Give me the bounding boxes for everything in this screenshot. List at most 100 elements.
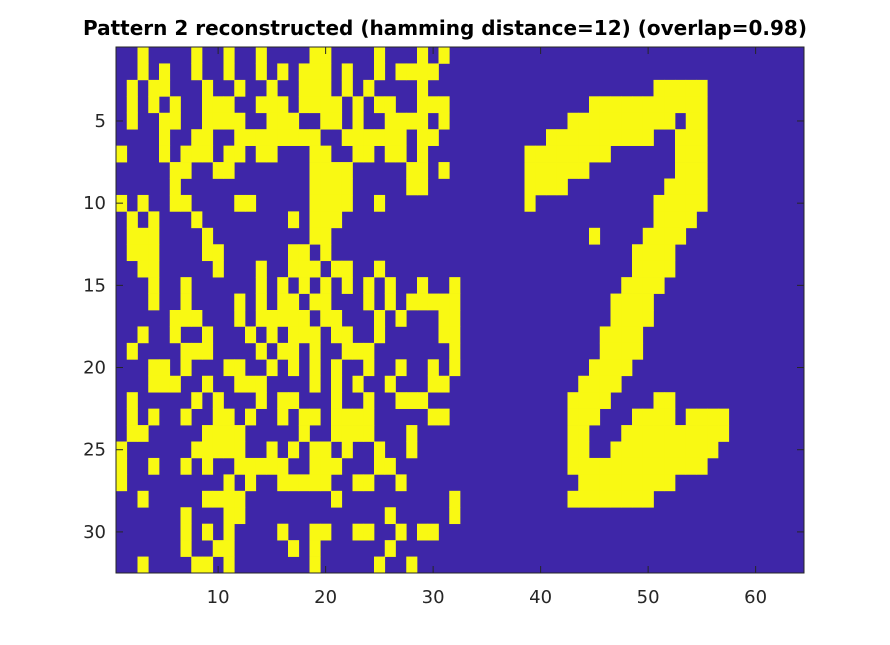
heatmap-cell <box>632 408 644 426</box>
heatmap-cell <box>427 96 439 114</box>
heatmap-cell <box>578 145 590 163</box>
heatmap-cell <box>126 227 138 245</box>
heatmap-cell <box>438 96 450 114</box>
heatmap-cell <box>309 408 321 426</box>
heatmap-cell <box>331 425 343 442</box>
heatmap-cell <box>653 392 665 409</box>
heatmap-cell <box>245 326 257 344</box>
heatmap-cell <box>610 326 622 344</box>
heatmap-cell <box>675 79 687 97</box>
heatmap-cell <box>320 79 332 97</box>
heatmap-cell <box>546 145 558 163</box>
heatmap-cell <box>202 342 214 360</box>
heatmap-cell <box>427 293 439 311</box>
heatmap-cell <box>180 540 192 557</box>
heatmap-cell <box>384 129 396 146</box>
heatmap-cell <box>288 260 300 278</box>
heatmap-cell <box>331 310 343 327</box>
heatmap-cell <box>234 194 246 212</box>
heatmap-cell <box>685 408 697 426</box>
heatmap-cell <box>266 457 278 475</box>
heatmap-cell <box>255 457 267 475</box>
heatmap-cell <box>406 392 418 409</box>
heatmap-cell <box>374 63 386 81</box>
heatmap-cell <box>341 326 353 344</box>
heatmap-cell <box>384 457 396 475</box>
heatmap-cell <box>599 112 611 130</box>
heatmap-cell <box>320 112 332 130</box>
heatmap-cell <box>255 310 267 327</box>
heatmap-cell <box>126 112 138 130</box>
x-tick-label: 30 <box>422 587 445 608</box>
heatmap-cell <box>395 359 407 377</box>
heatmap-cell <box>352 112 364 130</box>
heatmap-cell <box>298 326 310 344</box>
heatmap-cell <box>395 310 407 327</box>
heatmap-cell <box>685 162 697 179</box>
heatmap-cell <box>180 359 192 377</box>
heatmap-cell <box>406 556 418 574</box>
heatmap-cell <box>245 129 257 146</box>
heatmap-cell <box>352 375 364 393</box>
heatmap-cell <box>352 342 364 360</box>
heatmap-cell <box>621 359 633 377</box>
heatmap-cell <box>653 244 665 262</box>
heatmap-cell <box>546 129 558 146</box>
heatmap-cell <box>180 408 192 426</box>
heatmap-cell <box>309 129 321 146</box>
heatmap-cell <box>234 457 246 475</box>
heatmap-cell <box>632 293 644 311</box>
heatmap-cell <box>664 244 676 262</box>
heatmap-cell <box>137 490 149 508</box>
heatmap-cell <box>696 178 708 196</box>
heatmap-cell <box>599 145 611 163</box>
heatmap-cell <box>191 47 203 64</box>
heatmap-cell <box>621 310 633 327</box>
heatmap-cell <box>126 211 138 229</box>
heatmap-cell <box>567 490 579 508</box>
heatmap-cell <box>610 310 622 327</box>
heatmap-cell <box>675 441 687 459</box>
heatmap-cell <box>621 441 633 459</box>
heatmap-cell <box>169 326 181 344</box>
heatmap-cell <box>417 129 429 146</box>
heatmap-cell <box>599 375 611 393</box>
heatmap-cell <box>632 277 644 294</box>
heatmap-cell <box>653 96 665 114</box>
heatmap-cell <box>642 260 654 278</box>
heatmap-cell <box>331 326 343 344</box>
heatmap-cell <box>535 178 547 196</box>
heatmap-cell <box>309 63 321 81</box>
y-tick-label: 10 <box>83 193 106 214</box>
heatmap-cell <box>621 490 633 508</box>
heatmap-cell <box>266 129 278 146</box>
heatmap-cell <box>126 342 138 360</box>
heatmap-cell <box>126 96 138 114</box>
heatmap-cell <box>277 342 289 360</box>
heatmap-cell <box>320 178 332 196</box>
heatmap-cell <box>567 392 579 409</box>
heatmap-cell <box>266 112 278 130</box>
heatmap-cell <box>567 408 579 426</box>
heatmap-cell <box>223 507 235 525</box>
heatmap-cell <box>417 96 429 114</box>
heatmap-cell <box>212 112 224 130</box>
heatmap-cell <box>589 490 601 508</box>
heatmap-cell <box>696 112 708 130</box>
heatmap-cell <box>288 244 300 262</box>
heatmap-cell <box>288 293 300 311</box>
heatmap-cell <box>288 474 300 492</box>
heatmap-cell <box>395 474 407 492</box>
heatmap-cell <box>202 523 214 541</box>
heatmap-cell <box>384 277 396 294</box>
heatmap-cell <box>137 425 149 442</box>
heatmap-cell <box>438 162 450 179</box>
heatmap-cell <box>320 211 332 229</box>
heatmap-cell <box>266 145 278 163</box>
heatmap-cell <box>427 63 439 81</box>
heatmap-cell <box>696 129 708 146</box>
heatmap-cell <box>309 342 321 360</box>
heatmap-cell <box>696 408 708 426</box>
heatmap-cell <box>395 523 407 541</box>
heatmap-cell <box>309 441 321 459</box>
